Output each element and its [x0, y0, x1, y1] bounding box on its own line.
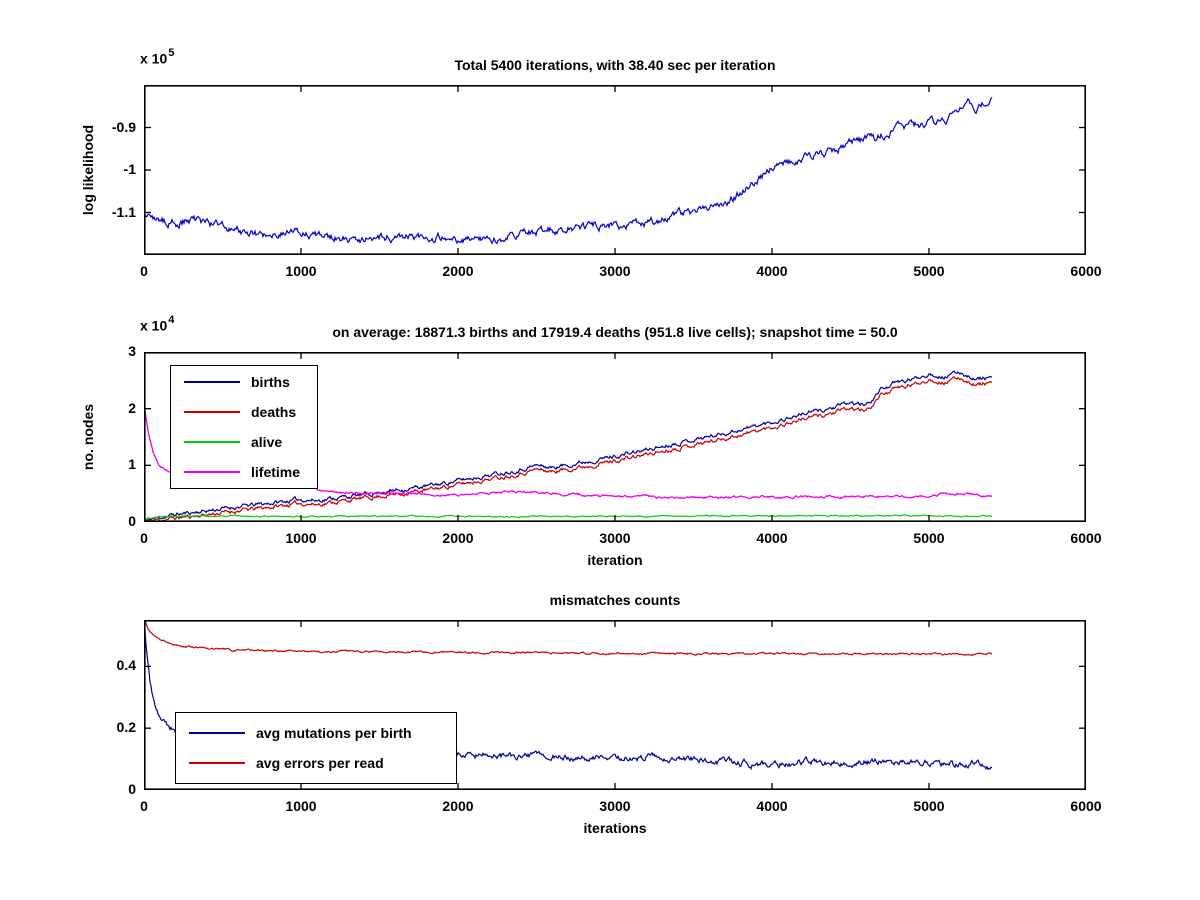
y-axis-multiplier: x 105 [140, 47, 175, 67]
x-tick-label: 3000 [599, 798, 631, 814]
x-tick-label: 0 [140, 798, 148, 814]
series-line [145, 97, 993, 245]
x-axis-label: iterations [583, 820, 647, 836]
x-tick-label: 6000 [1070, 530, 1102, 546]
x-tick-label: 6000 [1070, 263, 1102, 279]
x-tick-label: 3000 [599, 530, 631, 546]
legend-label: avg mutations per birth [256, 725, 412, 741]
plot-title: Total 5400 iterations, with 38.40 sec pe… [454, 57, 776, 73]
legend-line-swatch [184, 381, 240, 383]
series-line [145, 370, 993, 521]
legend-item-alive: alive [171, 427, 317, 457]
y-tick-label: 0 [128, 781, 136, 797]
y-axis-multiplier-base: x 10 [140, 317, 168, 334]
legend-item-deaths: deaths [171, 397, 317, 427]
x-tick-label: 4000 [756, 263, 788, 279]
legend-line-swatch [189, 762, 245, 764]
plot-title: mismatches counts [549, 592, 681, 608]
y-axis-multiplier-exp: 4 [168, 314, 175, 326]
x-tick-label: 3000 [599, 263, 631, 279]
plot-area [144, 85, 1086, 255]
x-tick-label: 0 [140, 530, 148, 546]
y-tick-label: 0.4 [116, 657, 136, 674]
legend-line-swatch [184, 411, 240, 413]
x-tick-label: 5000 [913, 798, 945, 814]
subplot-node-counts: on average: 18871.3 births and 17919.4 d… [80, 314, 1102, 568]
plot-title: on average: 18871.3 births and 17919.4 d… [332, 324, 898, 340]
legend: avg mutations per birth avg errors per r… [175, 712, 457, 784]
y-tick-label: -0.9 [111, 118, 136, 135]
x-tick-label: 1000 [285, 798, 317, 814]
y-tick-label: 2 [128, 399, 136, 416]
legend-label: births [251, 374, 290, 390]
x-tick-label: 4000 [756, 798, 788, 814]
y-tick-label: 0 [128, 513, 136, 529]
x-tick-label: 5000 [913, 530, 945, 546]
x-tick-label: 1000 [285, 530, 317, 546]
legend-label: avg errors per read [256, 755, 384, 771]
x-tick-label: 0 [140, 263, 148, 279]
y-axis-multiplier-exp: 5 [168, 47, 175, 59]
plot-area [144, 352, 1086, 522]
x-tick-label: 1000 [285, 263, 317, 279]
legend-line-swatch [189, 732, 245, 734]
y-tick-label: -1 [123, 161, 136, 177]
x-tick-label: 4000 [756, 530, 788, 546]
legend-label: deaths [251, 404, 297, 420]
x-tick-label: 2000 [442, 263, 474, 279]
legend-label: alive [251, 434, 283, 450]
y-tick-label: 1 [128, 456, 136, 473]
legend-item-avg-mutations-per-birth: avg mutations per birth [176, 718, 456, 748]
x-tick-label: 6000 [1070, 798, 1102, 814]
x-tick-label: 2000 [442, 530, 474, 546]
y-tick-label: -1.1 [111, 203, 136, 220]
subplot-log-likelihood: Total 5400 iterations, with 38.40 sec pe… [80, 47, 1102, 279]
y-tick-label: 0.2 [116, 719, 136, 736]
series-line [145, 376, 993, 521]
x-tick-label: 5000 [913, 263, 945, 279]
legend: births deaths alive lifetime [170, 365, 318, 489]
x-tick-label: 2000 [442, 798, 474, 814]
legend-item-lifetime: lifetime [171, 457, 317, 487]
legend-label: lifetime [251, 464, 301, 480]
y-tick-label: 3 [128, 343, 136, 359]
legend-item-births: births [171, 367, 317, 397]
y-axis-multiplier: x 104 [140, 314, 175, 334]
legend-item-avg-errors-per-read: avg errors per read [176, 748, 456, 778]
x-axis-label: iteration [587, 552, 643, 568]
series-line [145, 514, 993, 520]
series-line [145, 621, 993, 657]
legend-line-swatch [184, 471, 240, 473]
legend-line-swatch [184, 441, 240, 443]
subplot-mismatches: mismatches counts iterations avg mutatio… [117, 592, 1102, 836]
y-axis-multiplier-base: x 10 [140, 50, 168, 67]
